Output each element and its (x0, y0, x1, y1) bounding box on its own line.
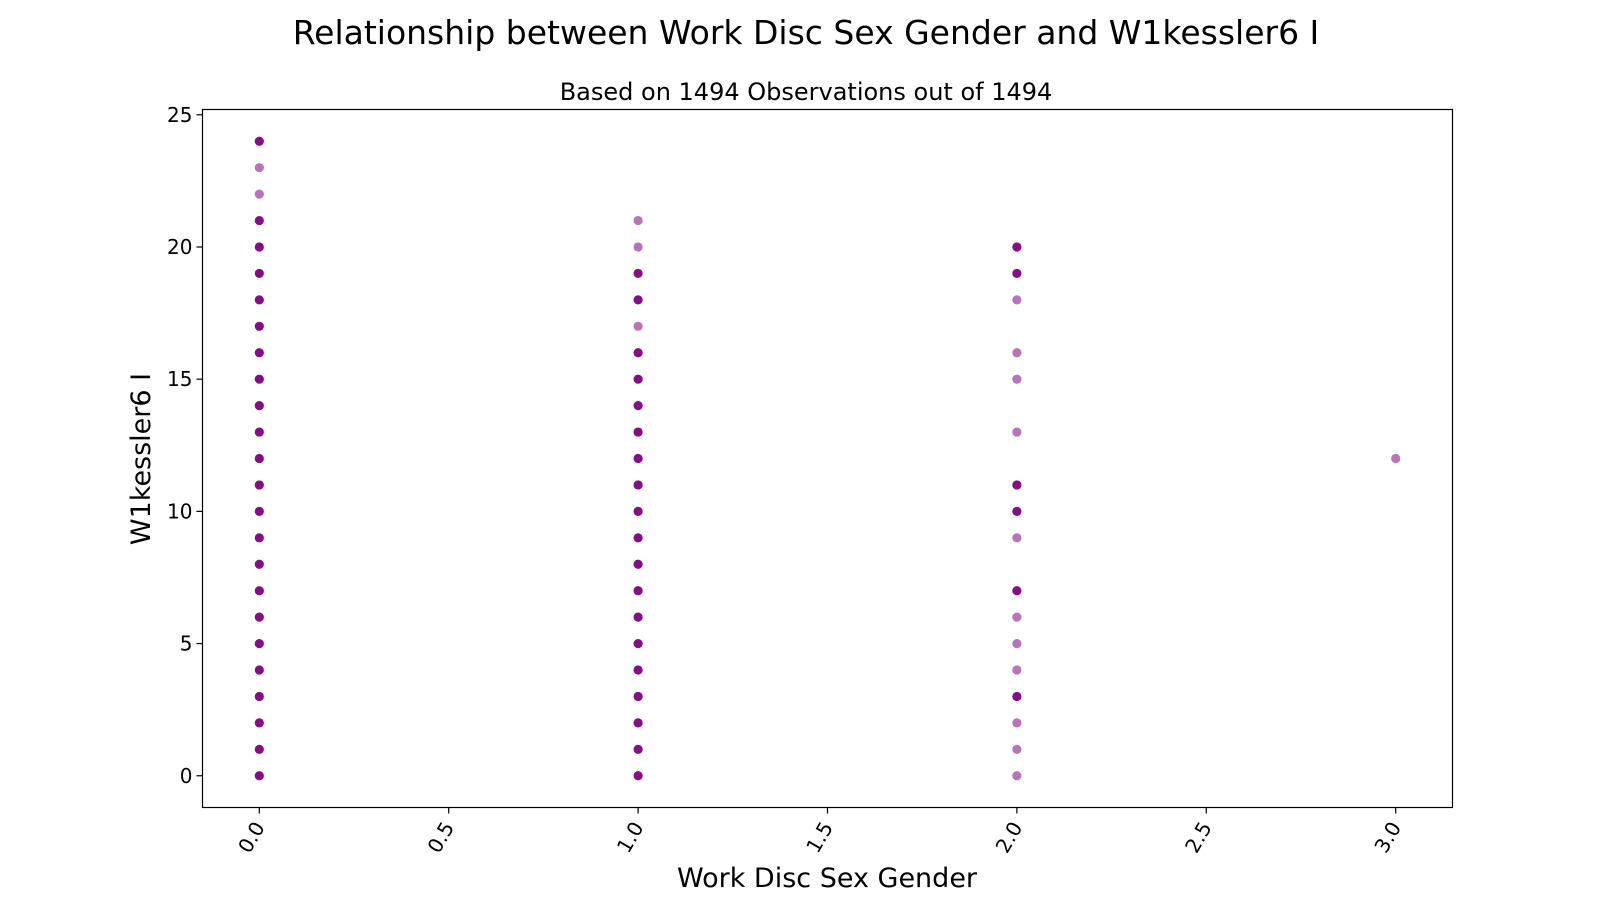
chart-title: Relationship between Work Disc Sex Gende… (293, 13, 1320, 52)
data-point (254, 612, 264, 622)
data-point (633, 691, 643, 702)
data-point (254, 691, 264, 702)
y-tick-label: 0 (180, 764, 193, 788)
data-point (254, 771, 264, 781)
y-tick-label: 15 (167, 367, 192, 391)
data-point (1012, 533, 1022, 543)
data-point (254, 453, 264, 464)
data-point (633, 638, 643, 649)
data-point (633, 533, 643, 543)
data-point (254, 480, 264, 490)
data-point (633, 242, 643, 252)
x-axis-label: Work Disc Sex Gender (677, 863, 978, 894)
data-point (633, 268, 643, 279)
data-point (633, 321, 643, 331)
data-point (633, 295, 643, 305)
data-point (1012, 427, 1022, 437)
data-point (254, 321, 264, 331)
data-point (633, 665, 643, 675)
data-point (254, 374, 264, 384)
y-axis: 0 5 10 15 20 25 (167, 103, 203, 788)
y-tick-label: 5 (180, 632, 193, 656)
data-point (1012, 771, 1022, 781)
y-tick-label: 25 (167, 103, 192, 127)
data-point (254, 215, 264, 226)
data-point (254, 586, 264, 596)
data-point (254, 506, 264, 516)
data-point (1012, 586, 1022, 596)
data-point (633, 718, 643, 728)
y-tick-label: 20 (167, 235, 192, 259)
data-point (254, 427, 264, 437)
data-points (254, 136, 1401, 781)
data-point (254, 559, 264, 569)
data-point (1012, 744, 1022, 754)
data-point (1012, 718, 1022, 728)
data-point (1012, 268, 1022, 279)
data-point (633, 401, 643, 411)
data-point (1012, 295, 1022, 305)
data-point (633, 744, 643, 754)
data-point (1012, 638, 1022, 649)
data-point (254, 163, 264, 173)
data-point (254, 533, 264, 543)
data-point (633, 427, 643, 437)
data-point (633, 215, 643, 226)
data-point (254, 401, 264, 411)
data-point (633, 453, 643, 464)
data-point (254, 242, 264, 252)
data-point (254, 744, 264, 754)
data-point (1012, 374, 1022, 384)
data-point (254, 295, 264, 305)
data-point (633, 559, 643, 569)
data-point (1012, 506, 1022, 516)
data-point (254, 348, 264, 358)
data-point (633, 586, 643, 596)
data-point (254, 638, 264, 649)
data-point (1012, 348, 1022, 358)
data-point (1012, 612, 1022, 622)
data-point (254, 718, 264, 728)
data-point (633, 771, 643, 781)
data-point (254, 189, 264, 199)
chart-subtitle: Based on 1494 Observations out of 1494 (560, 78, 1053, 106)
data-point (1012, 480, 1022, 490)
y-axis-label: W1kessler6 I (126, 373, 157, 545)
data-point (633, 480, 643, 490)
data-point (254, 268, 264, 279)
data-point (1012, 665, 1022, 675)
data-point (254, 665, 264, 675)
data-point (1391, 453, 1401, 464)
data-point (1012, 242, 1022, 252)
y-tick-label: 10 (167, 499, 192, 523)
data-point (633, 612, 643, 622)
data-point (633, 348, 643, 358)
data-point (1012, 691, 1022, 702)
data-point (633, 374, 643, 384)
data-point (254, 136, 264, 146)
data-point (633, 506, 643, 516)
